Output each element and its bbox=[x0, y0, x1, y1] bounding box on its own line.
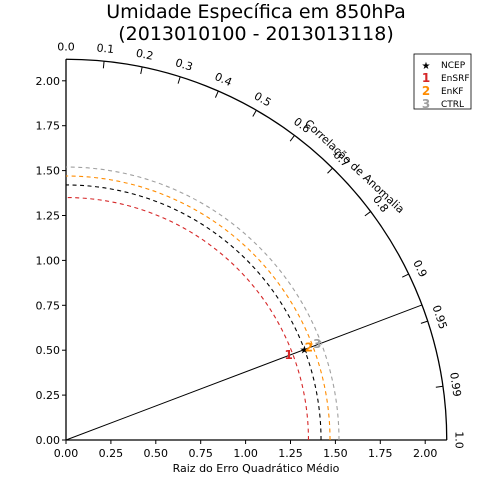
y-tick-label: 0.50 bbox=[36, 344, 61, 357]
correlation-tick bbox=[289, 135, 295, 142]
y-tick-label: 1.75 bbox=[36, 120, 61, 133]
x-tick-label: 0.25 bbox=[99, 447, 124, 460]
y-tick-label: 0.00 bbox=[36, 434, 61, 447]
std-arc-ensrf bbox=[65, 196, 310, 441]
point-ncep: ★ bbox=[300, 344, 310, 357]
correlation-tick-label: 0.5 bbox=[252, 89, 274, 109]
correlation-tick bbox=[102, 61, 105, 69]
x-tick-label: 0.00 bbox=[54, 447, 79, 460]
x-tick-label: 0.50 bbox=[144, 447, 169, 460]
y-tick-label: 0.75 bbox=[36, 299, 61, 312]
correlation-tick bbox=[140, 66, 143, 75]
legend-marker-ncep: ★ bbox=[422, 61, 431, 72]
correlation-tick bbox=[327, 167, 333, 174]
plot-area: 0.00 0.25 0.50 0.75 1.00 1.25 1.50 1.75 2.000.00… bbox=[36, 40, 466, 460]
correlation-tick bbox=[420, 320, 428, 324]
x-axis-label: Raiz do Erro Quadrático Médio bbox=[173, 462, 340, 475]
correlation-tick-label: 0.9 bbox=[410, 258, 429, 279]
y-tick-label: 1.25 bbox=[36, 210, 61, 223]
y-tick-label: 0.25 bbox=[36, 389, 61, 402]
correlation-tick bbox=[177, 76, 181, 84]
correlation-tick bbox=[435, 385, 444, 388]
legend-marker-ctrl: 3 bbox=[422, 97, 430, 111]
std-arc-ctrl bbox=[65, 166, 340, 441]
correlation-tick bbox=[214, 90, 219, 98]
legend-marker-ensrf: 1 bbox=[422, 71, 430, 85]
y-tick-label: 1.00 bbox=[36, 254, 61, 267]
y-tick-label: 1.50 bbox=[36, 165, 61, 178]
correlation-tick bbox=[252, 110, 257, 117]
legend-label-enkf: EnKF bbox=[441, 87, 463, 97]
chart-title-line2: (2013010100 - 2013013118) bbox=[118, 23, 394, 45]
correlation-tick-label: 0.3 bbox=[174, 56, 195, 74]
correlation-arc-label: Correlação de Anomalia bbox=[302, 117, 407, 216]
correlation-tick-label: 0.99 bbox=[447, 371, 463, 397]
legend-label-ensrf: EnSRF bbox=[441, 74, 470, 84]
x-tick-label: 1.00 bbox=[233, 447, 258, 460]
std-arc-enkf bbox=[65, 175, 331, 441]
chart-title-line1: Umidade Específica em 850hPa bbox=[106, 1, 405, 23]
reference-correlation-line bbox=[65, 304, 423, 441]
x-tick-label: 1.25 bbox=[278, 447, 303, 460]
correlation-tick bbox=[364, 211, 371, 217]
point-ensrf: 1 bbox=[285, 348, 293, 362]
point-enkf: 2 bbox=[305, 340, 313, 354]
point-ctrl: 3 bbox=[313, 337, 321, 351]
x-tick-label: 0.75 bbox=[188, 447, 213, 460]
correlation-tick bbox=[401, 273, 409, 278]
legend: ★ NCEP 1 EnSRF 2 EnKF 3 CTRL bbox=[413, 53, 472, 111]
y-tick-label: 2.00 bbox=[36, 75, 61, 88]
x-tick-label: 1.75 bbox=[368, 447, 393, 460]
correlation-tick-label: 1.0 bbox=[453, 431, 466, 449]
correlation-tick-label: 0.0 bbox=[57, 40, 75, 53]
correlation-tick-label: 0.4 bbox=[213, 70, 234, 89]
x-tick-label: 1.50 bbox=[323, 447, 348, 460]
legend-box bbox=[413, 53, 472, 110]
correlation-tick-label: 0.2 bbox=[135, 47, 155, 63]
correlation-tick-label: 0.1 bbox=[96, 41, 115, 56]
x-tick-label: 2.00 bbox=[413, 447, 438, 460]
legend-label-ctrl: CTRL bbox=[441, 100, 464, 110]
legend-marker-enkf: 2 bbox=[422, 84, 430, 98]
correlation-arc bbox=[65, 58, 448, 441]
legend-label-ncep: NCEP bbox=[441, 61, 466, 71]
correlation-tick-label: 0.95 bbox=[430, 304, 450, 331]
std-arc-ncep bbox=[65, 184, 322, 441]
